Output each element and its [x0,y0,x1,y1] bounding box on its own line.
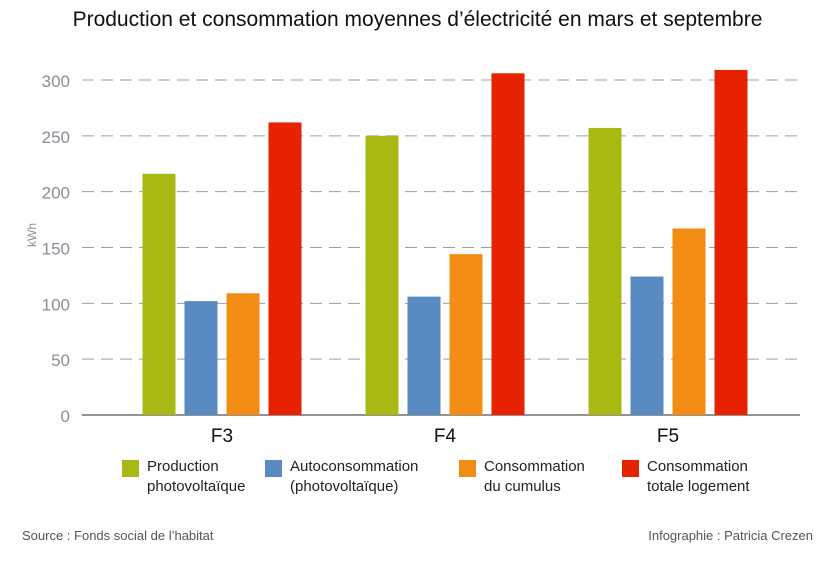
legend-item-production: Production photovoltaïque [122,457,245,497]
bar-f5-0 [588,128,622,415]
legend-swatch [265,460,282,477]
bar-f5-3 [714,69,748,415]
bar-f3-1 [184,301,218,415]
x-tick-label: F4 [434,426,457,447]
bar-f4-3 [491,73,525,416]
y-tick-label: 100 [42,295,70,314]
bar-f3-3 [268,122,302,415]
legend-label: Consommation du cumulus [484,458,585,495]
bar-f5-2 [672,228,706,415]
y-tick-label: 150 [42,240,70,259]
legend-label: Production photovoltaïque [147,458,246,495]
bar-f4-0 [365,135,399,416]
legend-label: Autoconsommation (photovoltaïque) [290,458,419,495]
legend-swatch [622,460,639,477]
bar-f5-1 [630,276,664,415]
legend-swatch [459,460,476,477]
y-tick-label: 200 [42,184,70,203]
bar-f3-2 [226,293,260,415]
y-tick-label: 300 [42,72,70,91]
bar-f3-0 [142,173,176,415]
source-text: Source : Fonds social de l’habitat [22,528,214,543]
y-tick-label: 50 [51,351,70,370]
y-tick-label: 0 [61,407,70,426]
legend-item-totale: Consommation totale logement [622,457,750,497]
credit-text: Infographie : Patricia Crezen [648,528,813,543]
bar-f4-1 [407,296,441,415]
y-axis-label: kWh [25,223,39,247]
chart-title: Production et consommation moyennes d’él… [72,8,763,31]
y-tick-label: 250 [42,128,70,147]
legend-item-cumulus: Consommation du cumulus [459,457,585,497]
legend-item-autoconsommation: Autoconsommation (photovoltaïque) [265,457,418,497]
legend-swatch [122,460,139,477]
x-tick-label: F5 [657,426,679,447]
x-tick-label: F3 [211,426,233,447]
legend-label: Consommation totale logement [647,458,750,495]
bar-f4-2 [449,254,483,415]
